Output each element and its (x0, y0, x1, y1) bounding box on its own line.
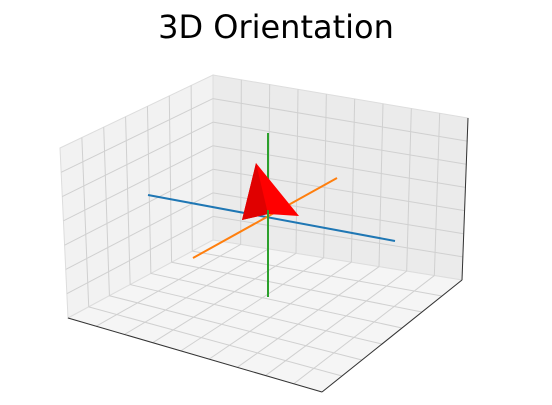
grid-line (190, 85, 193, 252)
grid-line (208, 261, 352, 360)
grid-line (124, 248, 269, 335)
grid-line (378, 103, 384, 267)
orange-axis-line (192, 177, 338, 259)
grid-line (237, 266, 380, 368)
grid-line (323, 94, 327, 258)
grid-line (60, 98, 214, 173)
grid-line (109, 295, 363, 361)
grid-line (212, 121, 467, 165)
x-axis-edge (67, 317, 323, 393)
grid-line (212, 145, 466, 188)
grid-line (146, 106, 152, 274)
cone-shade (242, 163, 268, 220)
grid-line (433, 113, 441, 276)
grid-line (265, 270, 407, 376)
grid-line (95, 244, 241, 327)
grid-line (64, 168, 214, 246)
grid-line (171, 261, 423, 313)
grid-line (168, 95, 173, 263)
grid-line (293, 275, 435, 385)
grid-line (350, 98, 356, 263)
grid-line (240, 79, 242, 245)
blue-axis-line (147, 194, 396, 242)
grid-line (406, 108, 412, 272)
grid-line (66, 215, 214, 295)
grid-line (63, 145, 214, 222)
grid-line (150, 272, 403, 329)
grid-line (180, 257, 324, 352)
grid-line (192, 250, 443, 297)
grid-line (130, 284, 383, 345)
y-axis-edge (321, 279, 463, 393)
grid-line (62, 121, 214, 198)
grid-line (212, 98, 468, 142)
grid (60, 79, 468, 385)
grid-line (125, 116, 131, 285)
grid-line (88, 306, 343, 377)
plot-title: 3D Orientation (158, 8, 394, 46)
grid-line (65, 192, 214, 270)
grid-line (81, 137, 90, 307)
grid-line (103, 127, 110, 296)
z-axis-edge (461, 117, 469, 281)
grid-line (295, 89, 299, 254)
grid-line (152, 252, 297, 344)
